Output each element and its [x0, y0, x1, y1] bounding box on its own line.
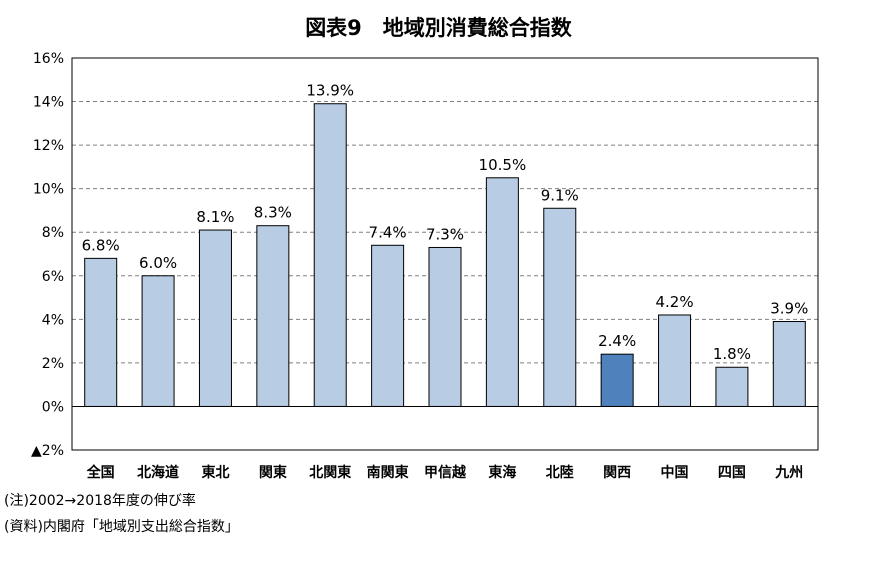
bar: [543, 207, 577, 407]
data-label: 3.9%: [770, 300, 808, 318]
data-label: 7.3%: [426, 225, 464, 243]
bar: [256, 225, 290, 407]
bar: [371, 244, 405, 407]
x-tick-label: 北関東: [309, 464, 351, 481]
data-label: 6.8%: [82, 236, 120, 254]
x-tick-label: 九州: [774, 465, 803, 481]
chart-source: (資料)内閣府「地域別支出総合指数」: [4, 519, 239, 535]
data-label: 7.4%: [369, 223, 407, 241]
bar: [772, 321, 806, 407]
x-tick-label: 関西: [603, 465, 631, 481]
data-label: 8.1%: [196, 208, 234, 226]
x-tick-label: 北陸: [546, 464, 574, 481]
y-tick-label: 2%: [42, 356, 64, 372]
plot-area-frame: [71, 57, 819, 451]
chart-note: (注)2002→2018年度の伸び率: [4, 493, 196, 509]
bar: [198, 229, 232, 407]
bar: [658, 314, 692, 407]
bar: [313, 103, 347, 407]
data-label: 10.5%: [479, 156, 527, 174]
data-label: 6.0%: [139, 254, 177, 272]
x-tick-label: 甲信越: [424, 464, 467, 481]
y-tick-label: 16%: [33, 51, 64, 67]
data-label: 9.1%: [541, 186, 579, 204]
bar: [715, 366, 749, 407]
y-tick-label: 8%: [42, 225, 64, 241]
x-tick-label: 南関東: [367, 464, 409, 481]
y-tick-label: 14%: [33, 95, 64, 111]
data-label: 2.4%: [598, 332, 636, 350]
x-tick-label: 中国: [661, 464, 689, 481]
x-tick-label: 東海: [488, 464, 516, 481]
x-tick-label: 四国: [718, 465, 746, 481]
bar: [600, 353, 634, 407]
y-tick-label: 4%: [42, 312, 64, 328]
x-tick-label: 全国: [86, 464, 115, 481]
data-label: 4.2%: [655, 293, 693, 311]
data-label: 13.9%: [306, 82, 354, 100]
x-tick-label: 東北: [201, 464, 229, 481]
bar: [141, 275, 175, 407]
y-tick-label: ▲2%: [31, 443, 64, 459]
y-tick-label: 6%: [42, 269, 64, 285]
bar: [428, 246, 462, 407]
x-tick-label: 北海道: [137, 464, 179, 481]
chart-title: 図表9 地域別消費総合指数: [305, 16, 572, 40]
bar: [84, 257, 118, 407]
y-tick-label: 10%: [33, 182, 64, 198]
bar: [485, 177, 519, 407]
x-tick-label: 関東: [259, 464, 287, 481]
y-tick-label: 0%: [42, 399, 64, 415]
data-label: 8.3%: [254, 204, 292, 222]
data-label: 1.8%: [713, 345, 751, 363]
y-tick-label: 12%: [33, 138, 64, 154]
